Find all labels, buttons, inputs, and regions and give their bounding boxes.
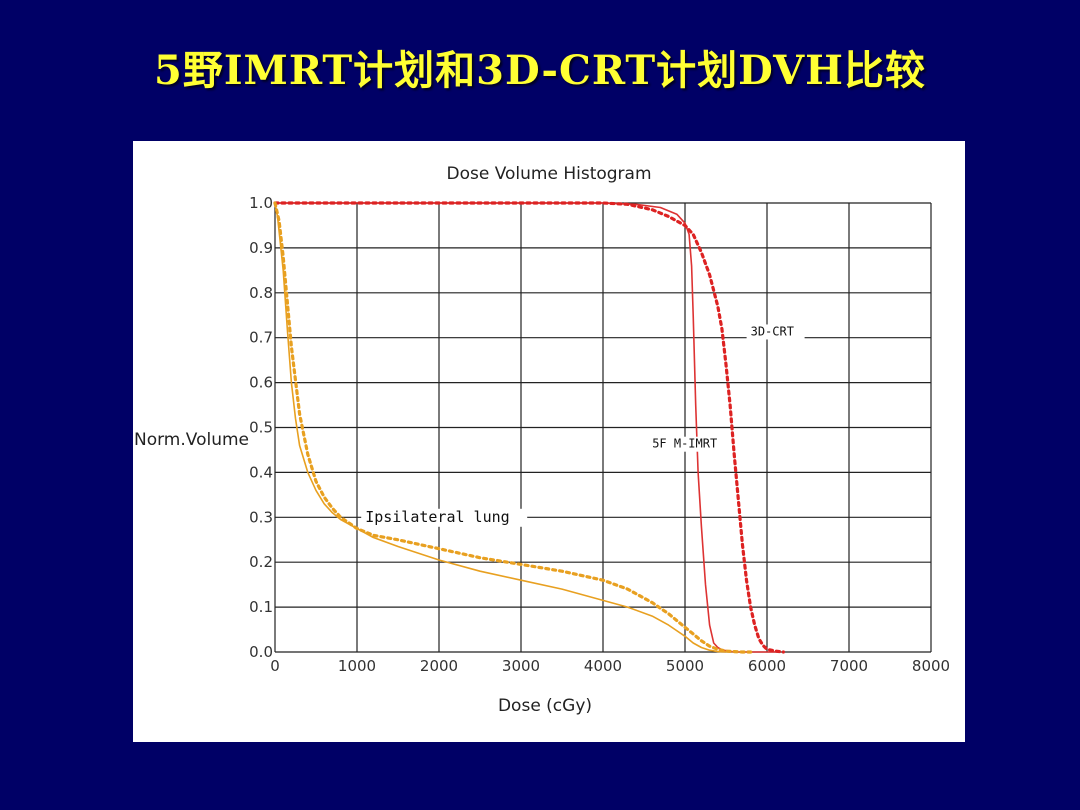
annotation-label: Ipsilateral lung <box>365 508 510 526</box>
annotation-label: 3D-CRT <box>751 324 794 338</box>
y-tick-label: 0.3 <box>249 508 273 526</box>
annotation-label: 5F M-IMRT <box>652 437 717 451</box>
y-tick-label: 0.8 <box>249 284 273 302</box>
series-line-4 <box>273 201 753 654</box>
x-tick-label: 2000 <box>420 657 458 675</box>
y-tick-label: 0.1 <box>249 598 273 616</box>
y-axis-label: Norm.Volume <box>134 430 249 450</box>
x-tick-label: 7000 <box>830 657 868 675</box>
tick-labels: 0 1000 2000 3000 4000 5000 6000 7000 8000 0.0 0.1 0… <box>249 194 950 675</box>
x-tick-label: 6000 <box>748 657 786 675</box>
y-tick-label: 0.5 <box>249 419 273 437</box>
dvh-chart: Dose Volume Histogram 0 1000 2000 3000 4000 5… <box>134 164 950 716</box>
x-tick-label: 3000 <box>502 657 540 675</box>
annotation-background <box>648 436 731 452</box>
y-tick-label: 0.0 <box>249 643 273 661</box>
y-tick-label: 0.9 <box>249 239 273 257</box>
x-tick-label: 8000 <box>912 657 950 675</box>
y-tick-label: 0.6 <box>249 374 273 392</box>
series-line-3 <box>274 202 727 653</box>
annotation-background <box>746 324 805 340</box>
y-tick-label: 1.0 <box>249 194 273 212</box>
chart-panel: Dose Volume Histogram 0 1000 2000 3000 4000 5… <box>133 141 965 742</box>
series-group <box>273 201 785 654</box>
x-tick-label: 5000 <box>666 657 704 675</box>
x-tick-label: 0 <box>270 657 280 675</box>
slide-title: 5野IMRT计划和3D-CRT计划DVH比较 <box>154 47 926 94</box>
x-tick-label: 1000 <box>338 657 376 675</box>
y-tick-label: 0.2 <box>249 553 273 571</box>
annotation-background <box>361 508 528 527</box>
x-axis-label: Dose (cGy) <box>498 696 592 716</box>
y-tick-label: 0.7 <box>249 329 273 347</box>
annotations: 3D-CRT 5F M-IMRT Ipsilateral lung <box>361 324 805 527</box>
grid <box>274 202 932 653</box>
x-tick-label: 4000 <box>584 657 622 675</box>
series-line-2 <box>273 201 785 654</box>
y-tick-label: 0.4 <box>249 463 273 481</box>
chart-title: Dose Volume Histogram <box>446 164 651 184</box>
